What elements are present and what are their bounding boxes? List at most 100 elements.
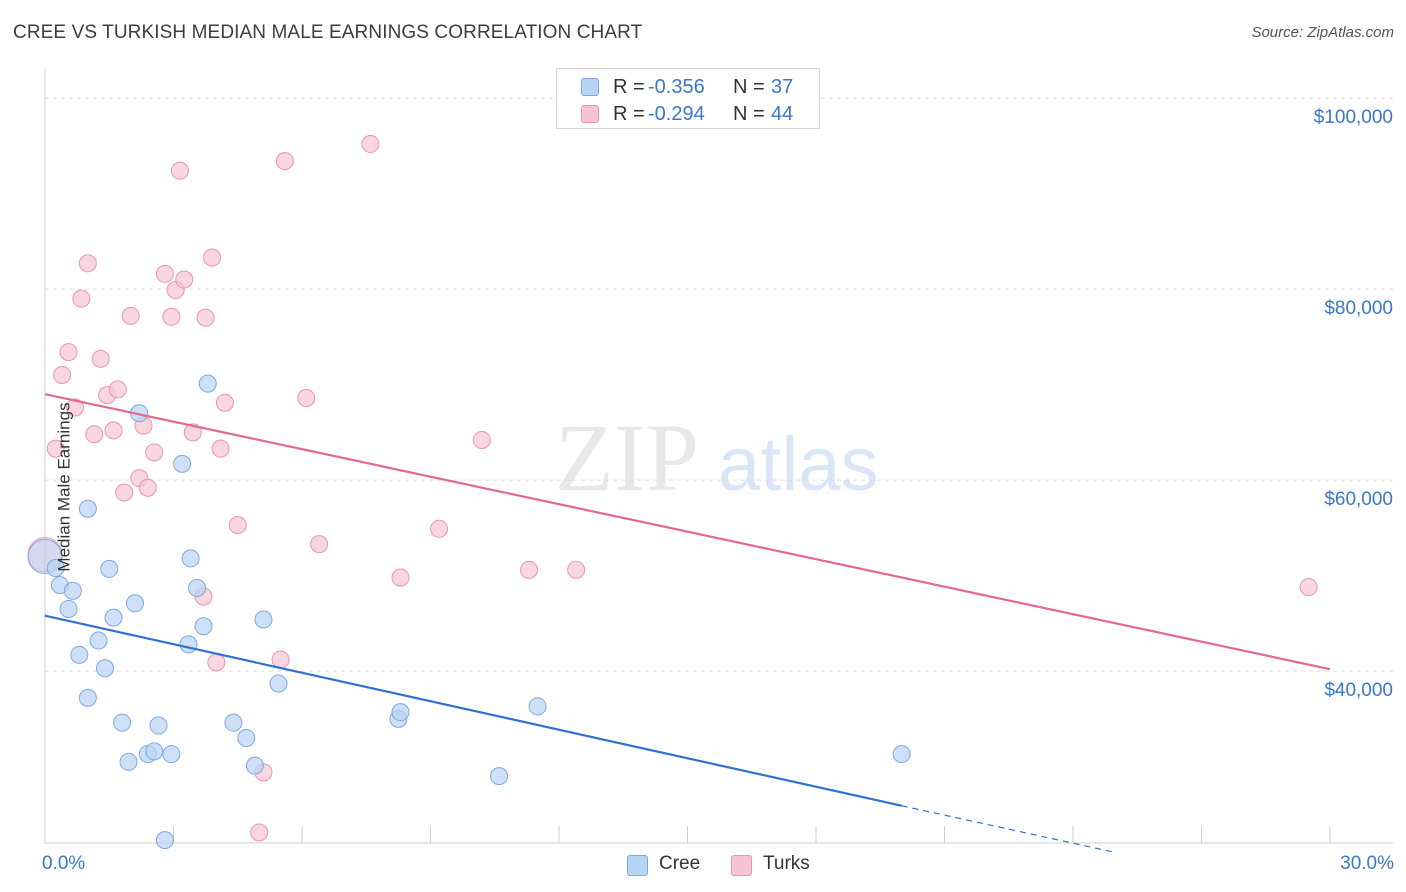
turks-point-26: [203, 248, 222, 267]
turks-point-3: [59, 343, 78, 362]
turks-point-18: [155, 264, 174, 283]
turks-point-34: [275, 152, 294, 171]
y-tick-label: $60,000: [1324, 489, 1393, 510]
turks-point-2: [53, 366, 72, 385]
cree-point-22: [179, 635, 198, 654]
x-tick-label-min: 0.0%: [42, 853, 85, 874]
turks-r-value: -0.294: [648, 103, 705, 125]
turks-point-23: [183, 423, 202, 442]
cree-point-18: [155, 831, 174, 850]
cree-point-34: [528, 697, 547, 716]
turks-point-17: [145, 443, 164, 462]
cree-point-5: [70, 645, 89, 664]
cree-point-21: [181, 549, 200, 568]
turks-point-42: [567, 560, 586, 579]
series-turks: [27, 134, 1318, 842]
turks-point-8: [91, 349, 110, 368]
cree-point-4: [63, 581, 82, 600]
turks-swatch: [581, 105, 599, 123]
cree-point-28: [245, 756, 264, 775]
cree-point-16: [145, 742, 164, 761]
cree-point-35: [892, 745, 911, 764]
turks-point-31: [250, 823, 269, 842]
turks-point-36: [310, 535, 329, 554]
turks-point-30: [228, 515, 247, 534]
turks-point-11: [108, 380, 127, 399]
turks-point-21: [170, 161, 189, 180]
watermark: ZIP atlas: [555, 404, 879, 511]
turks-point-4: [65, 398, 84, 417]
cree-point-25: [198, 374, 217, 393]
watermark-zip: ZIP: [555, 404, 699, 511]
cree-point-23: [188, 579, 207, 598]
turks-point-10: [104, 421, 123, 440]
turks-point-41: [520, 560, 539, 579]
cree-point-7: [89, 631, 108, 650]
turks-legend-label: Turks: [763, 853, 810, 874]
cree-point-30: [269, 674, 288, 693]
r-label: R =: [613, 103, 645, 125]
turks-point-27: [207, 653, 226, 672]
cree-point-19: [162, 745, 181, 764]
cree-n-value: 37: [771, 76, 794, 98]
turks-trendline: [44, 393, 1331, 671]
cree-point-24: [194, 617, 213, 636]
turks-point-28: [211, 439, 230, 458]
turks-point-40: [472, 430, 491, 449]
y-tick-label: $40,000: [1324, 680, 1393, 701]
cree-legend-label: Cree: [659, 853, 701, 874]
turks-point-5: [72, 289, 91, 308]
turks-point-29: [215, 393, 234, 412]
cree-point-33: [490, 767, 509, 786]
series-cree: [27, 374, 911, 850]
x-tick-label-max: 30.0%: [1340, 853, 1394, 874]
turks-point-25: [196, 308, 215, 327]
turks-point-16: [138, 478, 157, 497]
trendlines: [44, 393, 1331, 854]
cree-trendline-extension: [901, 805, 1116, 854]
cree-point-36: [78, 499, 97, 518]
cree-point-8: [95, 659, 114, 678]
cree-legend-swatch: [627, 855, 648, 876]
y-tick-label: $100,000: [1314, 107, 1393, 128]
y-axis-label: Median Male Earnings: [54, 402, 74, 572]
cree-point-27: [237, 728, 256, 747]
cree-point-6: [78, 688, 97, 707]
cree-point-17: [149, 716, 168, 735]
turks-point-38: [391, 568, 410, 587]
y-axis-label-wrap: Median Male Earnings: [55, 402, 75, 571]
cree-point-3: [59, 600, 78, 619]
turks-point-19: [162, 307, 181, 326]
cree-point-26: [224, 713, 243, 732]
turks-point-6: [78, 254, 97, 273]
tick-labels: $40,000 $60,000 $80,000 $100,000 0.0% 30.0%: [42, 107, 1394, 874]
correlation-legend: R = -0.356 N = 37 R = -0.294 N = 44: [556, 68, 820, 129]
y-tick-label: $80,000: [1324, 298, 1393, 319]
turks-point-39: [430, 519, 449, 538]
turks-point-12: [115, 483, 134, 502]
source-label: Source: ZipAtlas.com: [1251, 24, 1394, 41]
turks-point-7: [85, 425, 104, 444]
cree-point-29: [254, 610, 273, 629]
gridlines: [45, 97, 1393, 672]
cree-point-11: [113, 713, 132, 732]
turks-point-22: [175, 270, 194, 289]
turks-point-1: [46, 439, 65, 458]
cree-point-1: [46, 558, 65, 577]
cree-point-20: [173, 454, 192, 473]
cree-swatch: [581, 78, 599, 96]
cree-point-9: [100, 559, 119, 578]
cree-point-13: [125, 594, 144, 613]
turks-point-13: [121, 306, 140, 325]
turks-point-43: [1299, 578, 1318, 597]
turks-n-value: 44: [771, 103, 794, 125]
cree-trendline: [44, 614, 902, 807]
cree-point-12: [119, 752, 138, 771]
r-label: R =: [613, 76, 645, 98]
cree-point-10: [104, 608, 123, 627]
n-label: N =: [733, 103, 765, 125]
chart-title: CREE VS TURKISH MEDIAN MALE EARNINGS COR…: [13, 22, 643, 43]
turks-point-37: [361, 134, 380, 153]
n-label: N =: [733, 76, 765, 98]
